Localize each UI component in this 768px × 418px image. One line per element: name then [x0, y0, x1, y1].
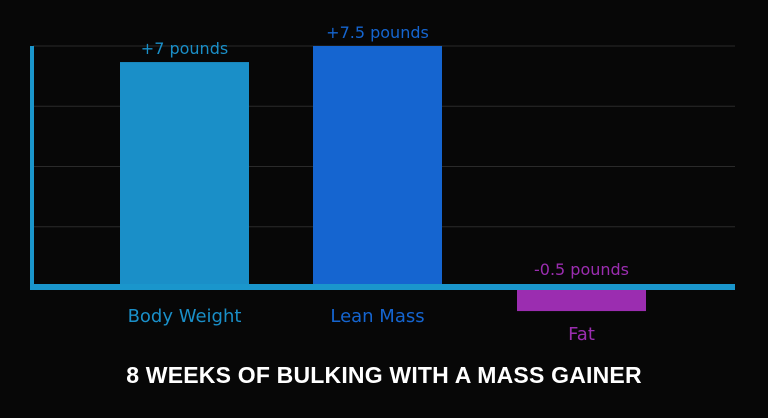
category-label: Body Weight	[128, 306, 242, 327]
category-label: Lean Mass	[330, 306, 424, 327]
bar-body-weight	[120, 62, 249, 287]
data-label: -0.5 pounds	[534, 260, 629, 279]
chart-title: 8 WEEKS OF BULKING WITH A MASS GAINER	[126, 362, 642, 388]
x-axis	[30, 284, 735, 290]
y-axis	[30, 46, 34, 290]
bar-lean-mass	[313, 46, 442, 287]
bar-fat	[517, 290, 646, 312]
data-label: +7.5 pounds	[326, 23, 429, 42]
data-label: +7 pounds	[141, 39, 228, 58]
category-label: Fat	[568, 324, 595, 345]
